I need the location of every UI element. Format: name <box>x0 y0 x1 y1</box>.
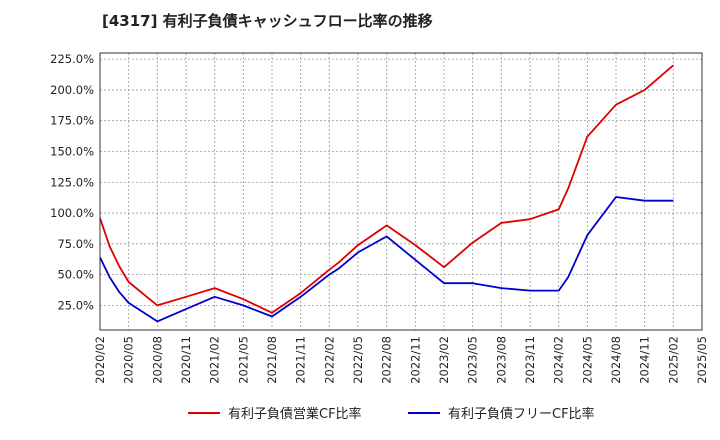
x-tick-label: 2025/02 <box>666 336 680 384</box>
y-tick-label: 25.0% <box>57 298 94 312</box>
x-tick-label: 2024/11 <box>638 336 652 384</box>
x-tick-label: 2023/05 <box>466 336 480 384</box>
x-tick-label: 2022/02 <box>322 336 336 384</box>
series-line <box>99 196 674 323</box>
x-tick-label: 2021/11 <box>294 336 308 384</box>
x-tick-label: 2024/02 <box>552 336 566 384</box>
x-tick-label: 2024/05 <box>580 336 594 384</box>
x-tick-label: 2024/08 <box>609 336 623 384</box>
y-tick-label: 225.0% <box>50 52 94 66</box>
x-tick-label: 2023/02 <box>437 336 451 384</box>
legend-label: 有利子負債営業CF比率 <box>228 406 362 422</box>
x-tick-label: 2020/05 <box>122 336 136 384</box>
series-line <box>99 64 674 314</box>
x-tick-label: 2022/11 <box>408 336 422 384</box>
series-lines <box>99 64 674 323</box>
chart-title: [4317] 有利子負債キャッシュフロー比率の推移 <box>102 12 433 30</box>
x-tick-label: 2025/05 <box>695 336 709 384</box>
x-tick-label: 2022/08 <box>380 336 394 384</box>
legend: 有利子負債営業CF比率 有利子負債フリーCF比率 <box>188 406 595 422</box>
x-tick-label: 2020/02 <box>93 336 107 384</box>
x-tick-label: 2022/05 <box>351 336 365 384</box>
y-tick-label: 50.0% <box>57 268 94 282</box>
plot-area <box>100 53 702 330</box>
y-tick-label: 75.0% <box>57 237 94 251</box>
x-tick-label: 2021/08 <box>265 336 279 384</box>
y-tick-label: 100.0% <box>50 206 94 220</box>
x-tick-label: 2020/11 <box>179 336 193 384</box>
y-tick-label: 200.0% <box>50 83 94 97</box>
y-tick-label: 150.0% <box>50 144 94 158</box>
x-tick-label: 2023/08 <box>494 336 508 384</box>
x-axis-ticks: 2020/02 2020/05 2020/08 2020/11 2021/02 2021/… <box>93 336 709 384</box>
x-tick-label: 2023/11 <box>523 336 537 384</box>
x-tick-label: 2021/02 <box>208 336 222 384</box>
x-tick-label: 2021/05 <box>236 336 250 384</box>
y-tick-label: 175.0% <box>50 114 94 128</box>
legend-label: 有利子負債フリーCF比率 <box>448 406 595 422</box>
y-axis-ticks: 25.0% 50.0% 75.0% 100.0% 125.0% 150.0% 175.0% 2… <box>50 52 94 312</box>
y-tick-label: 125.0% <box>50 175 94 189</box>
x-tick-label: 2020/08 <box>150 336 164 384</box>
plot-border <box>99 52 703 331</box>
